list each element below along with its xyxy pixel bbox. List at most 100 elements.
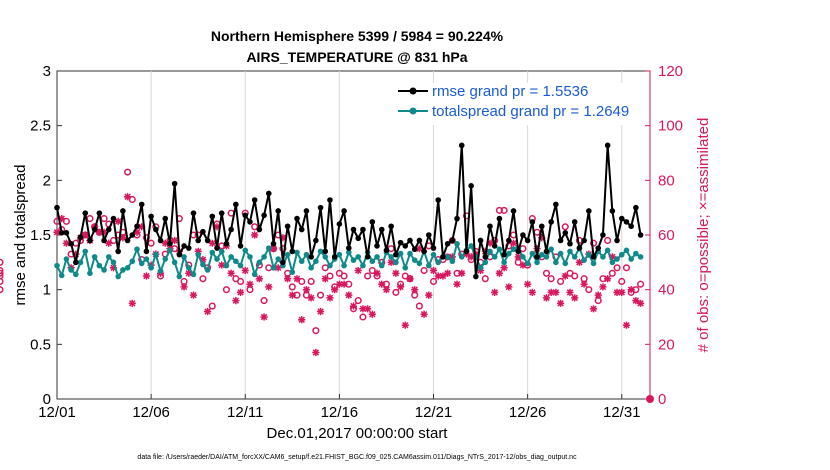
legend-rmse-marker (409, 87, 417, 95)
totalspread-point (223, 262, 230, 269)
rmse-point (204, 237, 211, 244)
obs-possible-marker (547, 275, 555, 283)
obs-possible-marker (307, 277, 315, 286)
totalspread-point (388, 254, 394, 260)
obs-assimilated-marker (62, 239, 71, 247)
y-tick-label: 0.5 (30, 336, 51, 353)
plot-area (56, 70, 651, 400)
totalspread-point (58, 272, 65, 279)
obs-possible-marker (561, 223, 569, 231)
totalspread-point (430, 251, 437, 258)
totalspread-point (510, 246, 517, 253)
totalspread-point (350, 257, 357, 263)
rmse-point (623, 219, 630, 225)
totalspread-point (327, 262, 333, 269)
totalspread-point (167, 247, 173, 254)
totalspread-point (54, 262, 60, 269)
obs-possible-marker (542, 269, 551, 277)
totalspread-point (393, 259, 399, 266)
obs-assimilated-marker (519, 261, 527, 269)
chart-title-line-1: Northern Hemisphere 5399 / 5984 = 90.224… (211, 28, 504, 44)
obs-assimilated-marker (138, 223, 146, 231)
left-y-axis: 0 0.5 1 1.5 2 2.5 3 (30, 63, 62, 408)
obs-assimilated-marker (528, 288, 536, 296)
obs-possible-marker (589, 239, 598, 247)
obs-assimilated-marker (109, 264, 118, 272)
obs-assimilated-marker (114, 217, 122, 225)
rmse-point (261, 212, 267, 219)
rmse-point (506, 237, 512, 244)
rmse-point (397, 239, 404, 246)
rmse-point (171, 180, 178, 187)
totalspread-point (77, 259, 84, 266)
rmse-point (609, 208, 616, 214)
totalspread-point (520, 254, 526, 260)
totalspread-point (313, 258, 319, 265)
obs-assimilated-marker (387, 258, 395, 266)
totalspread-point (247, 254, 253, 260)
obs-zero-marker (646, 395, 654, 403)
totalspread-point (618, 251, 625, 258)
right-y-tick-label: 80 (658, 172, 675, 189)
obs-possible-marker (481, 275, 489, 283)
obs-assimilated-marker (458, 269, 466, 277)
totalspread-point (251, 271, 258, 278)
totalspread-point (82, 248, 89, 255)
rmse-point (265, 190, 272, 197)
rmse-point (237, 243, 244, 249)
obs-possible-marker (199, 275, 207, 283)
right-y-tick-label: 60 (658, 227, 675, 244)
obs-assimilated-marker (514, 253, 522, 261)
totalspread-point (176, 273, 183, 280)
obs-assimilated-marker (316, 307, 325, 316)
rmse-point (327, 197, 333, 203)
rmse-point (449, 237, 456, 244)
obs-possible-marker (288, 283, 296, 291)
totalspread-point (397, 250, 404, 257)
rmse-point (209, 213, 216, 220)
totalspread-point (557, 250, 564, 257)
totalspread-point (237, 262, 244, 269)
rmse-series (54, 142, 644, 280)
obs-possible-marker (637, 280, 645, 288)
rmse-point (68, 240, 74, 247)
totalspread-point (623, 247, 630, 254)
obs-assimilated-marker (505, 283, 513, 291)
totalspread-point (228, 254, 234, 260)
rmse-point (501, 251, 507, 258)
obs-assimilated-marker (194, 247, 202, 255)
totalspread-point (444, 254, 451, 260)
rmse-point (562, 230, 569, 236)
obs-assimilated-marker (246, 280, 254, 288)
totalspread-point (185, 265, 192, 271)
totalspread-point (204, 267, 211, 273)
chart-title-line-2: AIRS_TEMPERATURE @ 831 hPa (246, 49, 467, 65)
x-tick-label: 12/16 (321, 404, 359, 421)
obs-assimilated-marker (349, 302, 358, 310)
obs-assimilated-marker (434, 272, 442, 280)
totalspread-point (214, 256, 220, 262)
obs-assimilated-marker (100, 228, 108, 236)
rmse-point (143, 248, 150, 255)
totalspread-point (294, 249, 300, 256)
obs-assimilated-marker (199, 256, 207, 264)
obs-assimilated-marker (420, 310, 428, 318)
obs-assimilated-marker (298, 316, 306, 324)
obs-assimilated-marker (368, 310, 376, 318)
x-tick-label: 12/06 (132, 404, 170, 421)
rmse-point (637, 232, 644, 238)
rmse-point (190, 210, 197, 216)
rmse-point (101, 237, 107, 244)
right-y-tick-label: 40 (658, 282, 675, 299)
right-y-tick-label: 120 (658, 63, 683, 80)
rmse-point (275, 208, 281, 214)
totalspread-point (341, 262, 347, 269)
totalspread-point (73, 271, 79, 278)
rmse-point (256, 226, 263, 233)
obs-assimilated-marker (105, 239, 113, 247)
obs-possible-marker (429, 277, 438, 286)
obs-possible-marker (236, 277, 245, 286)
totalspread-point (218, 248, 225, 255)
obs-assimilated-marker (335, 280, 343, 288)
obs-assimilated-marker (119, 234, 127, 242)
